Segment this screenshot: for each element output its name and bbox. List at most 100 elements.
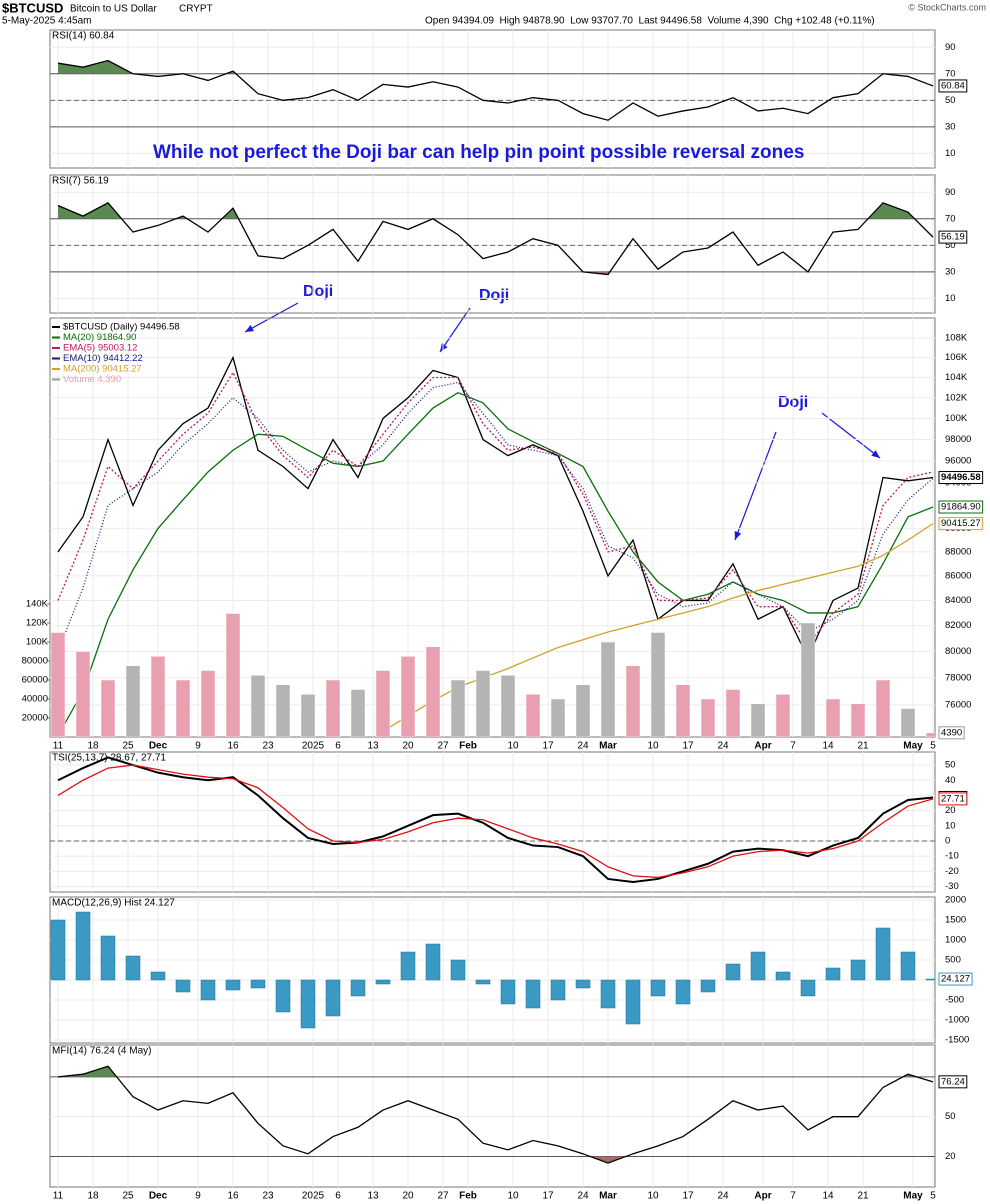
series-line	[57, 391, 934, 736]
y2-tick-label: 60000	[22, 675, 48, 686]
bar	[500, 674, 516, 737]
bar	[900, 708, 916, 737]
end-value-box	[938, 500, 984, 514]
bar	[500, 979, 516, 1005]
y-tick-label: 108K	[945, 333, 968, 344]
x-tick-label: 11	[53, 1191, 64, 1202]
bar	[75, 651, 91, 737]
x-tick-label: 25	[122, 741, 134, 752]
x-tick-label: Feb	[459, 1191, 477, 1202]
doji-label: Doji	[479, 287, 509, 304]
bar	[225, 979, 241, 991]
y-tick-label: 30	[945, 121, 956, 132]
x-tick-label: 5	[930, 741, 936, 752]
series-line	[57, 59, 934, 121]
bar	[775, 971, 791, 981]
bar	[550, 698, 566, 737]
bar	[100, 935, 116, 981]
arrow-head	[734, 531, 742, 540]
x-tick-label: 14	[822, 1191, 834, 1202]
bar	[750, 951, 766, 981]
bar	[325, 979, 341, 1017]
y-tick-label: 86000	[945, 570, 971, 581]
x-tick-label: Dec	[149, 1191, 168, 1202]
y-tick-label: 40	[945, 775, 956, 786]
x-tick-label: 27	[437, 1191, 449, 1202]
arrow-head	[245, 324, 254, 332]
symbol-name: Bitcoin to US Dollar	[70, 4, 157, 15]
x-tick-label: 13	[367, 741, 379, 752]
y-tick-label: 80000	[945, 646, 971, 657]
bar	[700, 979, 716, 993]
legend-label: $BTCUSD (Daily) 94496.58	[63, 322, 180, 333]
end-value-label: 91864.90	[941, 502, 981, 513]
x-tick-label: 10	[647, 1191, 659, 1202]
series-line	[57, 1065, 934, 1164]
end-value-label: 60.84	[941, 80, 965, 91]
y2-tick-label: 140K	[26, 598, 49, 609]
x-tick-label: 6	[335, 1191, 341, 1202]
legend-label: MA(200) 90415.27	[63, 364, 142, 375]
bar	[425, 646, 441, 737]
bar	[675, 979, 691, 1005]
y-tick-label: 20	[945, 1151, 956, 1162]
panel-frame	[49, 29, 936, 169]
y2-tick-label: 100K	[26, 637, 49, 648]
series-line	[57, 381, 934, 652]
x-tick-label: 13	[367, 1191, 379, 1202]
bar	[400, 951, 416, 981]
bar	[800, 622, 816, 737]
bar	[200, 670, 216, 737]
credit: © StockCharts.com	[908, 2, 986, 12]
y-tick-label: 30	[945, 266, 956, 277]
x-tick-label: 10	[507, 1191, 519, 1202]
bar	[275, 684, 291, 737]
bar	[850, 959, 866, 981]
plot	[57, 756, 934, 883]
plot	[50, 911, 935, 1029]
doji-label: Doji	[303, 283, 333, 300]
x-tick-label: Feb	[459, 741, 477, 752]
bar	[125, 665, 141, 737]
end-value-box	[938, 471, 984, 485]
bar	[525, 979, 541, 1009]
bar	[250, 979, 266, 989]
arrow-head	[440, 343, 448, 352]
legend-label: EMA(5) 95003.12	[63, 343, 137, 354]
y-tick-label: 98000	[945, 434, 971, 445]
y-tick-label: 50	[945, 95, 956, 106]
end-value-label: 76.24	[941, 1076, 965, 1087]
bar	[350, 689, 366, 737]
plot	[57, 202, 934, 276]
bar	[150, 971, 166, 981]
x-tick-label: 20	[402, 741, 414, 752]
panel-frame	[49, 174, 936, 314]
bar	[275, 979, 291, 1013]
bar	[575, 684, 591, 737]
legend-label: Volume 4,390	[63, 374, 121, 385]
bar	[700, 698, 716, 737]
end-value-label: 27.71	[941, 793, 965, 804]
y-tick-label: -30	[945, 881, 959, 892]
symbol: $BTCUSD	[2, 0, 63, 15]
exchange: CRYPT	[179, 4, 213, 15]
x-tick-label: 6	[335, 741, 341, 752]
end-value-box	[938, 726, 965, 740]
x-tick-label: 10	[647, 741, 659, 752]
bar	[725, 689, 741, 737]
bar	[200, 979, 216, 1001]
y-tick-label: 50	[945, 760, 956, 771]
y-tick-label: 104K	[945, 372, 968, 383]
x-tick-label: 25	[122, 1191, 134, 1202]
y-tick-label: 1500	[945, 915, 966, 926]
x-tick-label: 2025	[302, 741, 325, 752]
bar	[50, 919, 66, 981]
bar	[525, 693, 541, 737]
bar	[775, 693, 791, 737]
x-tick-label: 10	[507, 741, 519, 752]
bar	[850, 703, 866, 737]
series-line	[382, 523, 934, 732]
bar	[800, 979, 816, 997]
